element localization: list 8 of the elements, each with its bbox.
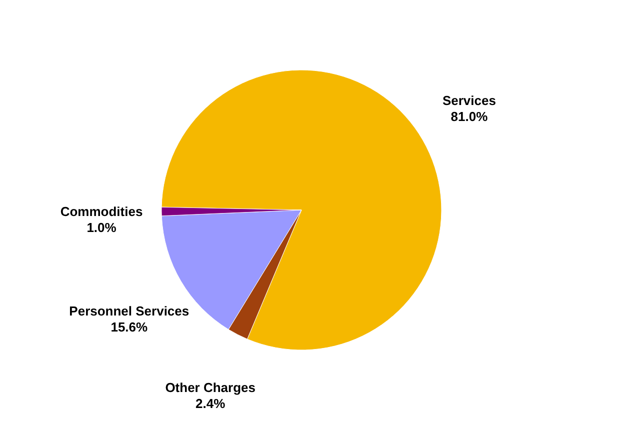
data-label: 1.0%: [86, 220, 117, 236]
slice-label: Personnel Services: [69, 303, 190, 318]
data-label: 81.0%: [450, 109, 488, 124]
data-label: 15.6%: [110, 319, 148, 334]
slice-label: Commodities: [60, 204, 143, 220]
data-label: 2.4%: [196, 396, 226, 412]
slice-label: Other Charges: [165, 380, 256, 396]
slice-label: Services: [442, 93, 496, 108]
